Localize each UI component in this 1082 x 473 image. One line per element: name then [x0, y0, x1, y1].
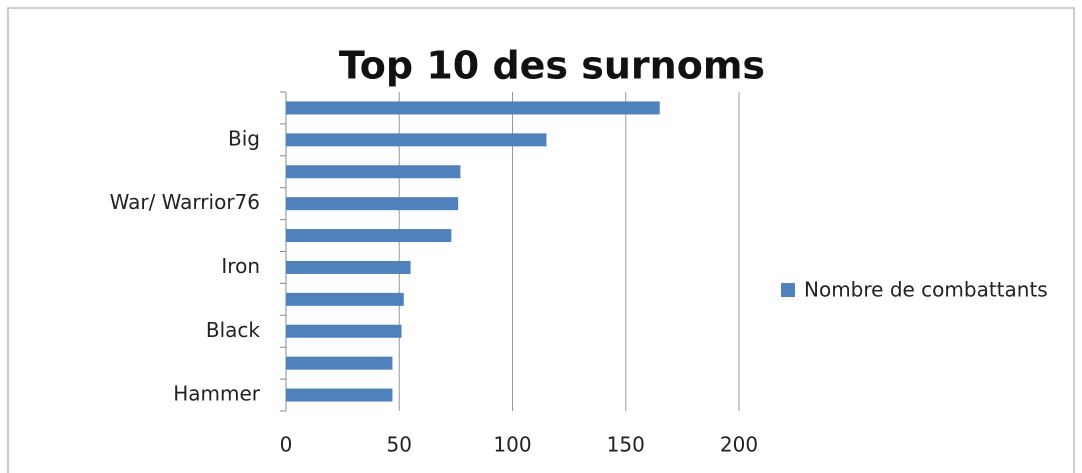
y-tick-label: Big [228, 126, 260, 150]
bar [286, 165, 461, 179]
bar [286, 260, 411, 274]
x-tick-label: 150 [607, 433, 645, 457]
y-tick-label: Hammer [173, 382, 261, 406]
bar [286, 197, 459, 211]
y-tick-label: War/ Warrior76 [110, 190, 260, 214]
x-tick-label: 0 [280, 433, 293, 457]
chart-frame [7, 7, 1075, 473]
bar [286, 292, 404, 306]
chart-title: Top 10 des surnoms [339, 44, 765, 88]
x-tick-label: 50 [387, 433, 412, 457]
bar [286, 133, 547, 147]
x-tick-label: 200 [720, 433, 758, 457]
bar [286, 356, 393, 370]
legend-label: Nombre de combattants [804, 278, 1048, 302]
bar [286, 324, 402, 338]
bar [286, 388, 393, 402]
bar [286, 229, 452, 243]
y-tick-label: Iron [221, 254, 260, 278]
x-tick-label: 100 [493, 433, 531, 457]
bar [286, 101, 660, 115]
y-tick-label: Black [206, 318, 261, 342]
legend-swatch [781, 283, 795, 297]
